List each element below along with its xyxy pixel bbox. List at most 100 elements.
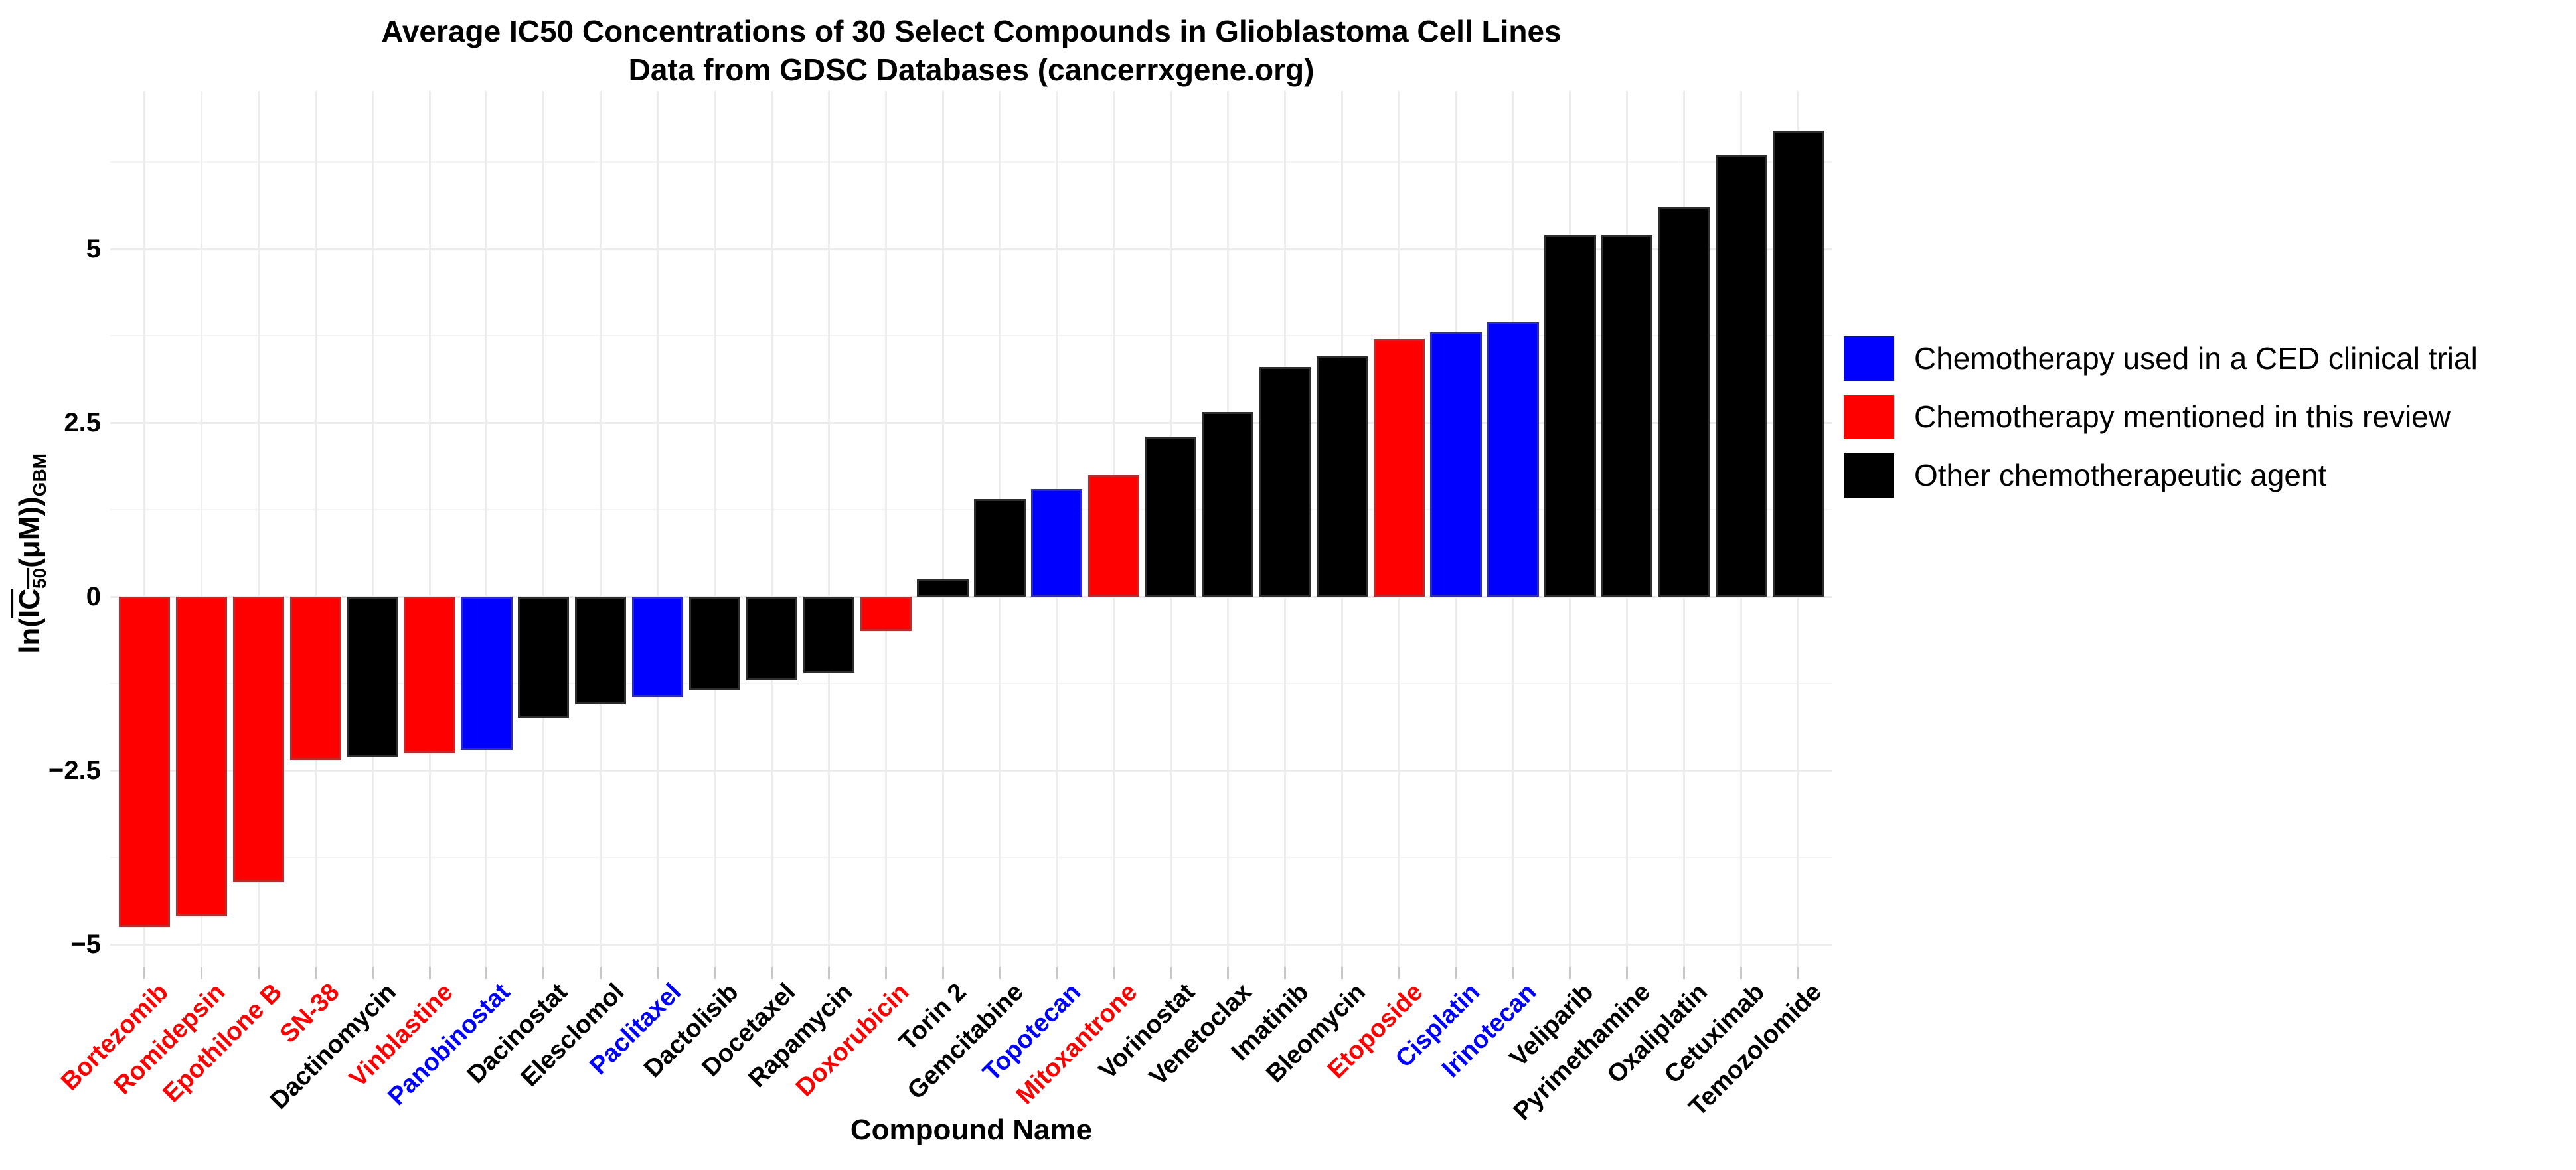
bar-vinblastine bbox=[404, 597, 455, 753]
gridline-vertical bbox=[600, 91, 602, 967]
x-axis-tick bbox=[428, 967, 431, 979]
bar-paclitaxel bbox=[631, 597, 684, 697]
bar-temozolomide bbox=[1772, 130, 1824, 597]
bar-pyrimethamine bbox=[1601, 235, 1653, 597]
bar-rapamycin bbox=[803, 597, 854, 674]
x-axis-tick bbox=[371, 967, 374, 979]
legend-item-ced: Chemotherapy used in a CED clinical tria… bbox=[1844, 333, 2478, 384]
gridline-vertical bbox=[143, 91, 146, 967]
gridline-horizontal-major bbox=[110, 943, 1832, 946]
gridline-horizontal-major bbox=[110, 769, 1832, 772]
bar-etoposide bbox=[1373, 339, 1425, 597]
gridline-horizontal-major bbox=[110, 248, 1832, 250]
x-axis-tick bbox=[1398, 967, 1400, 979]
bar-docetaxel bbox=[746, 597, 797, 680]
x-axis-tick bbox=[713, 967, 716, 979]
bar-elesclomol bbox=[575, 597, 627, 705]
bar-mitoxantrone bbox=[1088, 475, 1140, 597]
x-axis-tick bbox=[1683, 967, 1686, 979]
gridline-horizontal-major bbox=[110, 595, 1832, 598]
chart-title-line2: Data from GDSC Databases (cancerrxgene.o… bbox=[628, 52, 1315, 87]
gridline-vertical bbox=[371, 91, 374, 967]
x-axis-tick bbox=[1227, 967, 1230, 979]
gridline-vertical bbox=[200, 91, 202, 967]
chart-title-line1: Average IC50 Concentrations of 30 Select… bbox=[381, 14, 1562, 48]
bar-dactinomycin bbox=[347, 597, 398, 757]
x-axis-tick bbox=[1340, 967, 1343, 979]
x-axis-tick bbox=[1113, 967, 1115, 979]
bar-topotecan bbox=[1031, 488, 1083, 597]
bar-doxorubicin bbox=[860, 597, 912, 632]
x-axis-tick bbox=[1283, 967, 1286, 979]
y-tick-label: 2.5 bbox=[64, 408, 101, 437]
x-axis-tick bbox=[1626, 967, 1629, 979]
bar-panobinostat bbox=[461, 597, 513, 750]
x-axis-tick bbox=[770, 967, 773, 979]
gridline-vertical bbox=[314, 91, 317, 967]
y-axis-title-prefix: ln( bbox=[13, 618, 46, 654]
bar-irinotecan bbox=[1487, 322, 1539, 597]
gridline-horizontal-minor bbox=[110, 857, 1832, 858]
bar-dacinostat bbox=[518, 597, 570, 719]
x-axis-tick bbox=[1455, 967, 1457, 979]
gridline-vertical bbox=[485, 91, 488, 967]
legend-label: Chemotherapy mentioned in this review bbox=[1914, 400, 2451, 434]
bar-dactolisib bbox=[688, 597, 741, 691]
bar-romidepsin bbox=[175, 597, 228, 917]
gridline-vertical bbox=[770, 91, 773, 967]
bar-cetuximab bbox=[1715, 155, 1767, 597]
legend-swatch-black bbox=[1844, 453, 1894, 498]
x-axis-tick bbox=[999, 967, 1001, 979]
gridline-horizontal-minor bbox=[110, 509, 1832, 510]
y-tick-label: −5 bbox=[70, 930, 101, 959]
x-axis-tick bbox=[1740, 967, 1743, 979]
chart-title: Average IC50 Concentrations of 30 Select… bbox=[110, 12, 1832, 89]
y-axis-title-subscript: GBM bbox=[29, 453, 50, 497]
legend-item-other: Other chemotherapeutic agent bbox=[1844, 450, 2326, 500]
legend-label: Other chemotherapeutic agent bbox=[1914, 458, 2327, 492]
x-axis-tick bbox=[257, 967, 260, 979]
y-axis-title-mid: (μM)) bbox=[13, 496, 46, 568]
bar-oxaliplatin bbox=[1658, 207, 1710, 597]
bar-veliparib bbox=[1544, 235, 1596, 597]
y-tick-label: −2.5 bbox=[48, 756, 101, 785]
gridline-vertical bbox=[657, 91, 659, 967]
gridline-vertical bbox=[941, 91, 944, 967]
bar-sn-38 bbox=[289, 597, 341, 761]
x-axis-tick bbox=[884, 967, 887, 979]
bar-imatinib bbox=[1259, 367, 1311, 597]
bar-vorinostat bbox=[1145, 436, 1197, 597]
x-axis-tick bbox=[143, 967, 146, 979]
x-axis-tick bbox=[200, 967, 202, 979]
gridline-horizontal-major bbox=[110, 421, 1832, 424]
gridline-vertical bbox=[827, 91, 830, 967]
bar-gemcitabine bbox=[974, 499, 1026, 597]
legend-label: Chemotherapy used in a CED clinical tria… bbox=[1914, 341, 2478, 376]
x-axis-tick bbox=[1797, 967, 1799, 979]
x-axis-tick bbox=[485, 967, 488, 979]
bar-bortezomib bbox=[118, 597, 171, 927]
bar-epothilone-b bbox=[232, 597, 284, 882]
x-axis-tick bbox=[542, 967, 545, 979]
x-axis-tick bbox=[600, 967, 602, 979]
gridline-vertical bbox=[428, 91, 431, 967]
bar-torin-2 bbox=[917, 579, 969, 597]
bar-venetoclax bbox=[1202, 412, 1254, 597]
gridline-vertical bbox=[542, 91, 545, 967]
x-axis-tick bbox=[1569, 967, 1571, 979]
x-axis-title: Compound Name bbox=[850, 1114, 1093, 1146]
gridline-horizontal-minor bbox=[110, 335, 1832, 336]
legend-swatch-blue bbox=[1844, 336, 1894, 381]
x-axis-tick bbox=[657, 967, 659, 979]
gridline-vertical bbox=[257, 91, 260, 967]
x-axis-tick bbox=[314, 967, 317, 979]
legend-swatch-red bbox=[1844, 394, 1894, 439]
x-axis-tick bbox=[1512, 967, 1514, 979]
x-axis-tick bbox=[1170, 967, 1172, 979]
legend-item-review: Chemotherapy mentioned in this review bbox=[1844, 392, 2451, 442]
gridline-horizontal-minor bbox=[110, 683, 1832, 684]
bar-cisplatin bbox=[1430, 332, 1482, 597]
gridline-horizontal-minor bbox=[110, 161, 1832, 163]
gridline-vertical bbox=[713, 91, 716, 967]
